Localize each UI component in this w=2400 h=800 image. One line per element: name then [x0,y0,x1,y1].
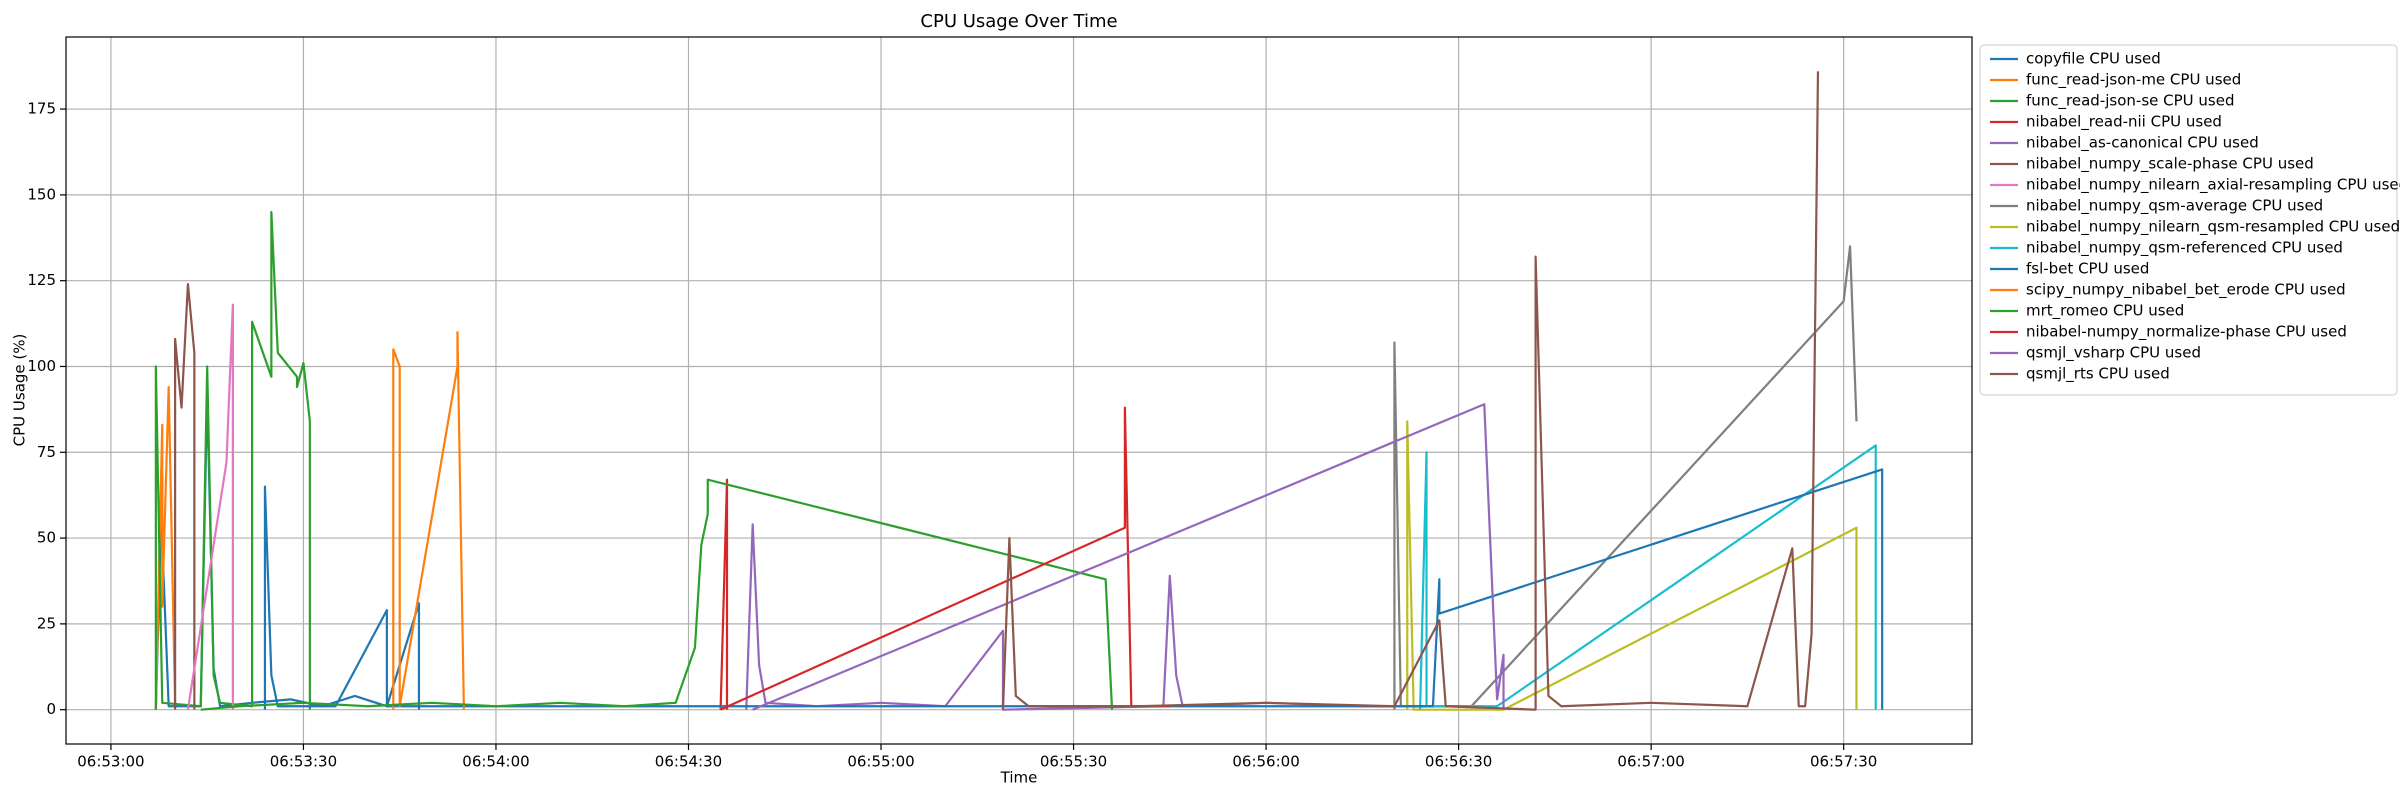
y-tick-label: 125 [27,271,56,289]
legend-label: fsl-bet CPU used [2026,260,2149,278]
series-line [1001,71,1820,711]
y-tick-label: 75 [37,443,56,461]
legend-label: nibabel_numpy_nilearn_qsm-resampled CPU … [2026,218,2400,237]
legend-label: mrt_romeo CPU used [2026,302,2184,321]
y-tick-label: 50 [37,529,56,547]
y-tick-label: 0 [46,700,56,718]
legend-label: qsmjl_vsharp CPU used [2026,344,2201,363]
y-axis-label: CPU Usage (%) [11,334,29,447]
legend-label: qsmjl_rts CPU used [2026,365,2170,384]
legend-label: nibabel_numpy_nilearn_axial-resampling C… [2026,176,2400,195]
series-line [186,303,234,710]
y-tick-label: 100 [27,357,56,375]
x-tick-label: 06:53:30 [270,753,337,771]
legend-label: nibabel_read-nii CPU used [2026,113,2222,132]
series-line [392,331,465,710]
legend-box [1979,44,2398,396]
series-line [154,385,177,710]
series-line [263,468,1884,710]
legend-label: nibabel_numpy_qsm-referenced CPU used [2026,239,2343,258]
series-line [154,392,421,710]
legend-label: func_read-json-se CPU used [2026,92,2234,111]
x-tick-label: 06:54:00 [462,753,529,771]
legend-label: copyfile CPU used [2026,50,2161,68]
x-tick-label: 06:56:30 [1425,753,1492,771]
plot-frame [65,36,1973,745]
series-line [719,478,729,710]
y-tick-label: 175 [27,100,56,118]
x-tick-label: 06:56:00 [1232,753,1299,771]
x-tick-label: 06:57:00 [1617,753,1684,771]
legend-label: scipy_numpy_nibabel_bet_erode CPU used [2026,281,2346,300]
y-tick-label: 150 [27,185,56,203]
legend-label: nibabel_numpy_scale-phase CPU used [2026,155,2314,174]
legend-label: nibabel-numpy_normalize-phase CPU used [2026,323,2347,342]
x-tick-label: 06:55:30 [1040,753,1107,771]
chart-title: CPU Usage Over Time [920,11,1117,32]
legend-label: nibabel_as-canonical CPU used [2026,134,2259,153]
series-line [200,478,1114,711]
series-line [1406,420,1858,711]
legend-label: nibabel_numpy_qsm-average CPU used [2026,197,2323,216]
series-line [174,283,196,710]
x-tick-label: 06:55:00 [847,753,914,771]
x-tick-label: 06:54:30 [655,753,722,771]
y-tick-label: 25 [37,614,56,632]
x-tick-label: 06:57:30 [1810,753,1877,771]
series-line [752,403,1505,711]
legend-label: func_read-json-me CPU used [2026,71,2241,90]
x-tick-label: 06:53:00 [77,753,144,771]
x-axis-label: Time [1000,769,1038,787]
